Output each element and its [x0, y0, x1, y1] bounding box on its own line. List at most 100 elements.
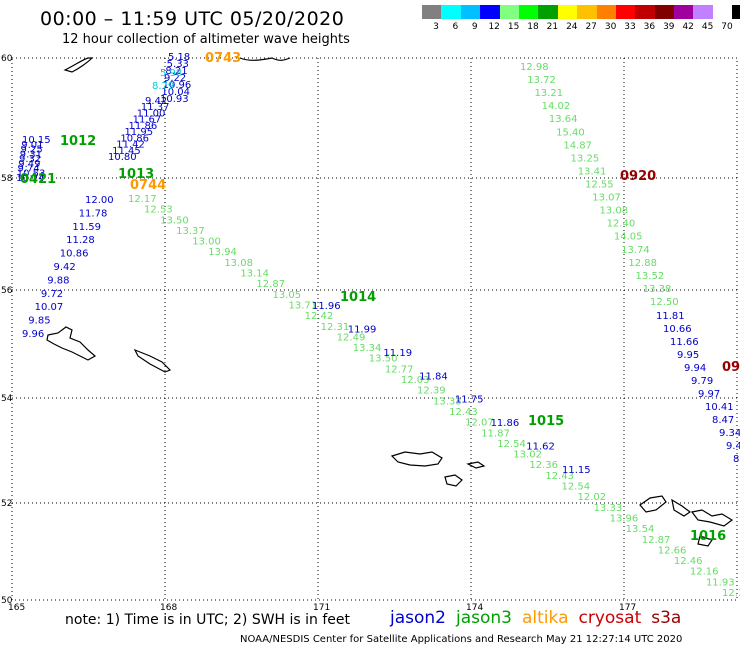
swh-label: 12.54 [561, 482, 590, 493]
scale-swatch [518, 5, 539, 19]
swh-label: 11.28 [66, 235, 95, 246]
lat-label: 52 [1, 499, 12, 509]
swh-label: 11.78 [79, 208, 108, 219]
swh-label: 11.95 [124, 127, 153, 138]
swh-label: 12.98 [520, 62, 549, 73]
swh-label: 9.79 [691, 376, 713, 387]
swh-label: 11.62 [526, 442, 555, 453]
swh-label: 12.42 [305, 311, 334, 322]
lon-label: 165 [8, 603, 25, 613]
scale-label: 30 [604, 22, 617, 32]
island-east-1 [639, 495, 667, 513]
swh-label: 13.54 [626, 524, 655, 535]
coastline-top-left [63, 57, 94, 73]
mission-jason2: jason2 [390, 608, 446, 628]
swh-label: 12.00 [85, 195, 114, 206]
axis-labels: 165 168 171 174 177 60 58 56 54 52 50 [1, 54, 636, 613]
swh-label: 13.71 [289, 300, 318, 311]
swh-label: 12.31 [321, 322, 350, 333]
time-label: 1012 [60, 134, 96, 149]
swh-label: 13.07 [592, 193, 621, 204]
swh-label: 12.87 [642, 535, 671, 546]
footer-credit: NOAA/NESDIS Center for Satellite Applica… [240, 634, 683, 645]
swh-label: 10.86 [60, 249, 89, 260]
swh-label: 12.43 [449, 407, 478, 418]
lon-label: 168 [160, 603, 177, 613]
swh-label: 12.53 [144, 205, 173, 216]
swh-label: 12.55 [585, 180, 614, 191]
swh-label: 12.87 [256, 279, 285, 290]
swh-label: 13.00 [192, 237, 221, 248]
scale-swatch [460, 5, 481, 19]
swh-label: 10.80 [108, 152, 137, 163]
swh-label: 13.50 [369, 354, 398, 365]
swh-label: 11.00 [137, 108, 166, 119]
mission-altika: altika [522, 608, 569, 628]
lat-label: 58 [1, 174, 13, 184]
swh-label: 11.84 [419, 371, 448, 382]
swh-label: 5.18 [168, 52, 190, 63]
swh-label: 10.24 [16, 173, 45, 184]
swh-label: 9.95 [677, 350, 699, 361]
swh-label: 14.87 [563, 140, 592, 151]
swh-label: 9.01 [21, 140, 43, 151]
swh-label: 10.53 [17, 168, 46, 179]
swh-label: 11.86 [491, 418, 520, 429]
scale-swatch [538, 5, 558, 19]
swh-label: 13.41 [578, 166, 607, 177]
island-east-2 [671, 498, 692, 517]
page-title: 00:00 – 11:59 UTC 05/20/2020 [40, 8, 345, 30]
swh-label: 12.02 [578, 492, 607, 503]
swh-label: 8.79 [152, 81, 174, 92]
swh-label: 8.47 [712, 415, 734, 426]
swh-label: 12.1 [722, 588, 740, 599]
swh-label: 12.03 [401, 375, 430, 386]
time-label: 0920 [620, 169, 656, 184]
swh-label: 12.17 [128, 194, 157, 205]
swh-label: 11.86 [129, 121, 158, 132]
lat-label: 50 [1, 596, 13, 606]
scale-swatch [499, 5, 519, 19]
swh-label: 9.34 [719, 428, 740, 439]
scale-label: 24 [566, 22, 578, 32]
swh-label: 9.94 [684, 363, 706, 374]
swh-label: 9.32 [19, 154, 41, 165]
swh-label: 11.19 [383, 348, 412, 359]
swh-label: 10.04 [161, 87, 190, 98]
scale-label: 42 [682, 22, 694, 32]
swh-label: 12.43 [545, 471, 574, 482]
scale-swatch [732, 5, 740, 19]
swh-label: 10.07 [35, 302, 64, 313]
time-label: 0743 [205, 51, 241, 66]
footer-note: note: 1) Time is in UTC; 2) SWH is in fe… [65, 612, 351, 628]
swh-label: 11.45 [112, 146, 141, 157]
coastline-top-mid [239, 57, 291, 61]
lon-label: 177 [619, 603, 636, 613]
time-label: 0421 [20, 172, 56, 187]
swh-label: 9.31 [20, 149, 42, 160]
swh-label: 11.81 [656, 311, 685, 322]
lon-label: 171 [313, 603, 330, 613]
swh-label: 13.02 [513, 450, 542, 461]
swh-label: 13.96 [610, 513, 639, 524]
lat-label: 56 [1, 286, 13, 296]
mission-legend: jason2 jason3 altika cryosat s3a [390, 608, 691, 628]
scale-swatch [480, 5, 500, 19]
color-scale-bar [422, 5, 740, 19]
island-west-2 [133, 348, 172, 373]
swh-label: 5.33 [167, 59, 189, 70]
scale-swatch [674, 5, 694, 19]
swh-label: 15.40 [556, 127, 585, 138]
swh-label: 8.21 [165, 66, 187, 77]
lat-label: 60 [1, 54, 13, 64]
island-east-4 [697, 535, 713, 547]
swh-label: 12.54 [497, 439, 526, 450]
scale-label: 27 [585, 22, 597, 32]
time-label: 09 [722, 360, 740, 375]
swh-label: 11.66 [670, 337, 699, 348]
island-west [46, 326, 97, 361]
swh-label: 9.74 [18, 164, 40, 175]
scale-swatch [615, 5, 636, 19]
swh-label: 13.72 [527, 75, 556, 86]
